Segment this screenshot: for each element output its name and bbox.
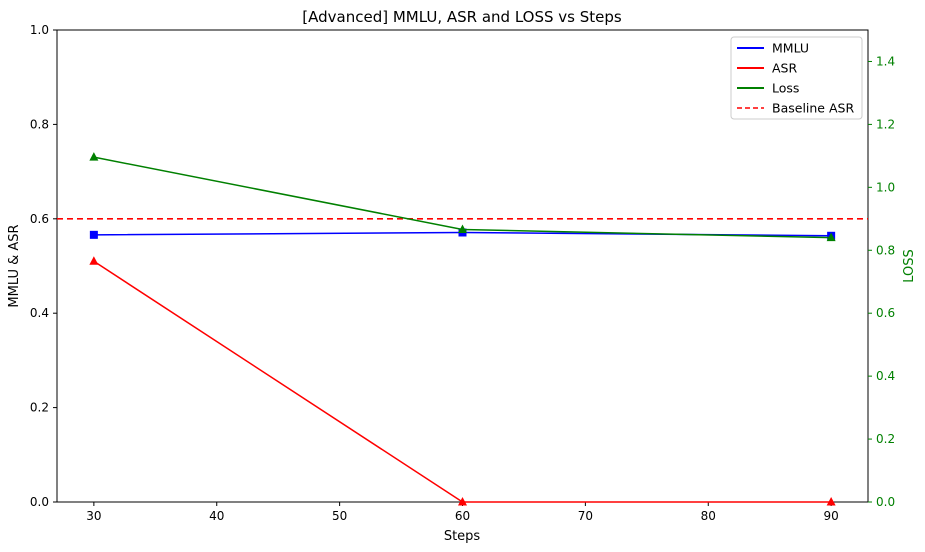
loss-data-point	[89, 152, 99, 161]
legend: MMLU ASR Loss Baseline ASR	[730, 36, 863, 120]
y-tick-label-left: 0.0	[30, 495, 49, 509]
y-tick-label-left: 1.0	[30, 23, 49, 37]
y-tick-label-right: 0.2	[876, 432, 895, 446]
mmlu-data-point	[89, 230, 98, 239]
loss-data-point	[458, 224, 467, 233]
legend-label: MMLU	[772, 41, 809, 56]
x-axis-title: Steps	[444, 529, 481, 544]
x-tick-label: 90	[823, 509, 838, 523]
x-tick-label: 70	[578, 509, 593, 523]
loss-data-point	[826, 232, 836, 242]
y-tick-label-right: 1.0	[876, 180, 895, 194]
asr-data-point	[458, 497, 467, 506]
asr-series-line	[93, 260, 832, 503]
y-axis-title-left: MMLU & ASR	[7, 224, 22, 307]
chart-title: [Advanced] MMLU, ASR and LOSS vs Steps	[302, 8, 622, 26]
y-tick-label-right: 1.4	[876, 54, 895, 68]
legend-label: Loss	[772, 81, 799, 96]
x-tick-label: 40	[209, 509, 224, 523]
x-tick-label: 30	[86, 509, 101, 523]
y-axis-title-right: LOSS	[902, 249, 917, 283]
legend-label: Baseline ASR	[772, 101, 854, 116]
legend-label: ASR	[772, 61, 797, 76]
x-tick-label: 60	[455, 509, 470, 523]
y-tick-label-right: 0.4	[876, 369, 895, 383]
y-tick-label-left: 0.4	[30, 306, 49, 320]
plot-area: 30 40 50 60 70 80 90 0.0 0.2 0.4 0.6 0.8 1.0 0.0 0.2 0.…	[30, 23, 895, 523]
y-tick-label-left: 0.8	[30, 117, 49, 131]
y-tick-label-right: 0.8	[876, 243, 895, 257]
legend-box	[730, 36, 863, 120]
y-tick-label-right: 1.2	[876, 117, 895, 131]
y-tick-label-left: 0.6	[30, 212, 49, 226]
asr-data-point	[826, 497, 836, 506]
x-tick-label: 50	[332, 509, 347, 523]
y-tick-label-left: 0.2	[30, 401, 49, 415]
x-tick-label: 80	[701, 509, 716, 523]
asr-data-point	[89, 256, 99, 265]
y-tick-label-right: 0.0	[876, 495, 895, 509]
y-tick-label-right: 0.6	[876, 306, 895, 320]
